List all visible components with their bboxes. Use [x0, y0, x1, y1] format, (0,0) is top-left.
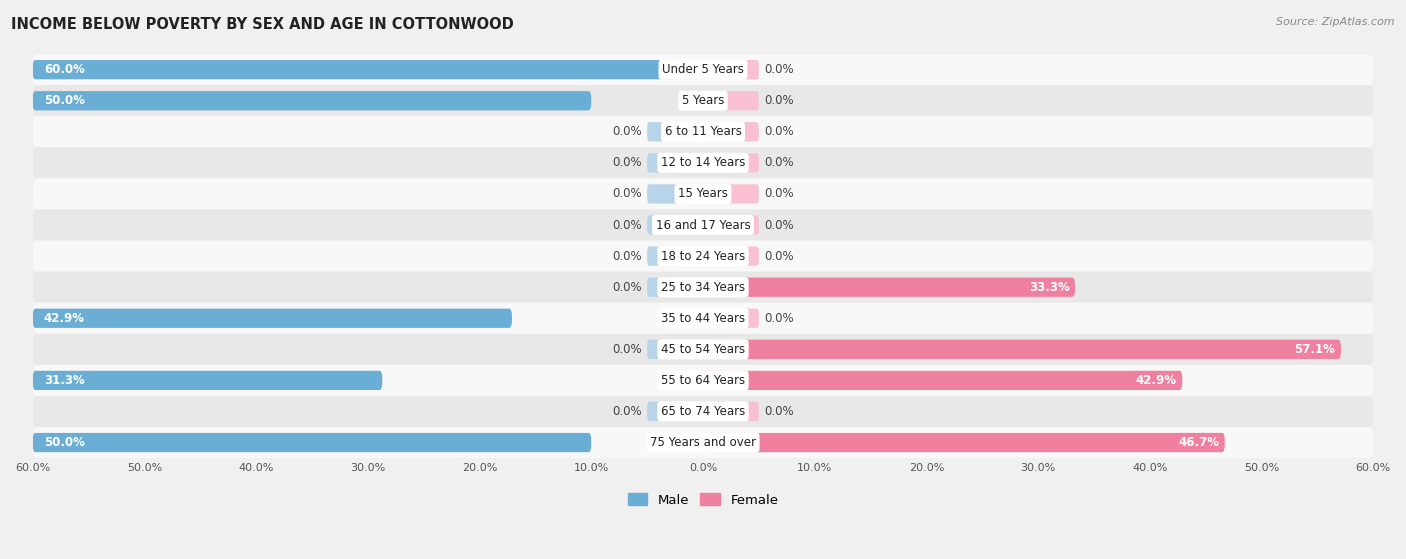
Text: 0.0%: 0.0%: [612, 405, 641, 418]
FancyBboxPatch shape: [32, 433, 592, 452]
Text: 31.3%: 31.3%: [44, 374, 84, 387]
Text: 0.0%: 0.0%: [612, 219, 641, 231]
Text: 0.0%: 0.0%: [612, 157, 641, 169]
FancyBboxPatch shape: [32, 371, 382, 390]
Text: 50.0%: 50.0%: [44, 436, 84, 449]
FancyBboxPatch shape: [703, 122, 759, 141]
Text: 46.7%: 46.7%: [1178, 436, 1219, 449]
FancyBboxPatch shape: [32, 91, 592, 110]
Text: 0.0%: 0.0%: [765, 312, 794, 325]
FancyBboxPatch shape: [703, 278, 1076, 297]
FancyBboxPatch shape: [647, 247, 703, 266]
Text: 55 to 64 Years: 55 to 64 Years: [661, 374, 745, 387]
Text: 0.0%: 0.0%: [765, 63, 794, 76]
Text: 0.0%: 0.0%: [765, 94, 794, 107]
Text: 0.0%: 0.0%: [765, 187, 794, 201]
FancyBboxPatch shape: [647, 215, 703, 235]
FancyBboxPatch shape: [32, 54, 1374, 85]
FancyBboxPatch shape: [32, 116, 1374, 148]
Text: INCOME BELOW POVERTY BY SEX AND AGE IN COTTONWOOD: INCOME BELOW POVERTY BY SEX AND AGE IN C…: [11, 17, 515, 32]
Text: Under 5 Years: Under 5 Years: [662, 63, 744, 76]
Text: 60.0%: 60.0%: [44, 63, 84, 76]
FancyBboxPatch shape: [647, 340, 703, 359]
Text: 0.0%: 0.0%: [612, 250, 641, 263]
Text: 0.0%: 0.0%: [765, 125, 794, 138]
FancyBboxPatch shape: [703, 309, 759, 328]
FancyBboxPatch shape: [703, 153, 759, 173]
FancyBboxPatch shape: [647, 402, 703, 421]
FancyBboxPatch shape: [32, 60, 703, 79]
FancyBboxPatch shape: [703, 215, 759, 235]
FancyBboxPatch shape: [647, 184, 703, 203]
FancyBboxPatch shape: [647, 278, 703, 297]
Text: 42.9%: 42.9%: [1136, 374, 1177, 387]
FancyBboxPatch shape: [703, 433, 1225, 452]
Legend: Male, Female: Male, Female: [623, 488, 783, 512]
Text: 12 to 14 Years: 12 to 14 Years: [661, 157, 745, 169]
Text: 57.1%: 57.1%: [1295, 343, 1336, 356]
Text: 0.0%: 0.0%: [612, 281, 641, 293]
Text: 25 to 34 Years: 25 to 34 Years: [661, 281, 745, 293]
FancyBboxPatch shape: [32, 240, 1374, 272]
FancyBboxPatch shape: [703, 340, 1341, 359]
Text: 0.0%: 0.0%: [612, 187, 641, 201]
Text: 75 Years and over: 75 Years and over: [650, 436, 756, 449]
Text: 35 to 44 Years: 35 to 44 Years: [661, 312, 745, 325]
FancyBboxPatch shape: [32, 334, 1374, 365]
FancyBboxPatch shape: [703, 371, 1182, 390]
FancyBboxPatch shape: [703, 91, 759, 110]
Text: 65 to 74 Years: 65 to 74 Years: [661, 405, 745, 418]
FancyBboxPatch shape: [32, 85, 1374, 116]
FancyBboxPatch shape: [703, 184, 759, 203]
Text: 42.9%: 42.9%: [44, 312, 84, 325]
Text: 15 Years: 15 Years: [678, 187, 728, 201]
FancyBboxPatch shape: [32, 272, 1374, 303]
FancyBboxPatch shape: [32, 309, 512, 328]
Text: 0.0%: 0.0%: [765, 219, 794, 231]
Text: 6 to 11 Years: 6 to 11 Years: [665, 125, 741, 138]
FancyBboxPatch shape: [703, 60, 759, 79]
FancyBboxPatch shape: [32, 427, 1374, 458]
FancyBboxPatch shape: [703, 247, 759, 266]
FancyBboxPatch shape: [647, 122, 703, 141]
FancyBboxPatch shape: [703, 402, 759, 421]
FancyBboxPatch shape: [647, 153, 703, 173]
Text: 0.0%: 0.0%: [612, 343, 641, 356]
FancyBboxPatch shape: [32, 396, 1374, 427]
Text: 0.0%: 0.0%: [765, 405, 794, 418]
Text: 0.0%: 0.0%: [765, 250, 794, 263]
Text: 50.0%: 50.0%: [44, 94, 84, 107]
FancyBboxPatch shape: [32, 210, 1374, 240]
Text: 16 and 17 Years: 16 and 17 Years: [655, 219, 751, 231]
Text: 45 to 54 Years: 45 to 54 Years: [661, 343, 745, 356]
Text: Source: ZipAtlas.com: Source: ZipAtlas.com: [1277, 17, 1395, 27]
FancyBboxPatch shape: [32, 303, 1374, 334]
FancyBboxPatch shape: [32, 178, 1374, 210]
FancyBboxPatch shape: [32, 148, 1374, 178]
Text: 5 Years: 5 Years: [682, 94, 724, 107]
Text: 0.0%: 0.0%: [612, 125, 641, 138]
FancyBboxPatch shape: [32, 365, 1374, 396]
Text: 18 to 24 Years: 18 to 24 Years: [661, 250, 745, 263]
Text: 0.0%: 0.0%: [765, 157, 794, 169]
Text: 33.3%: 33.3%: [1029, 281, 1070, 293]
